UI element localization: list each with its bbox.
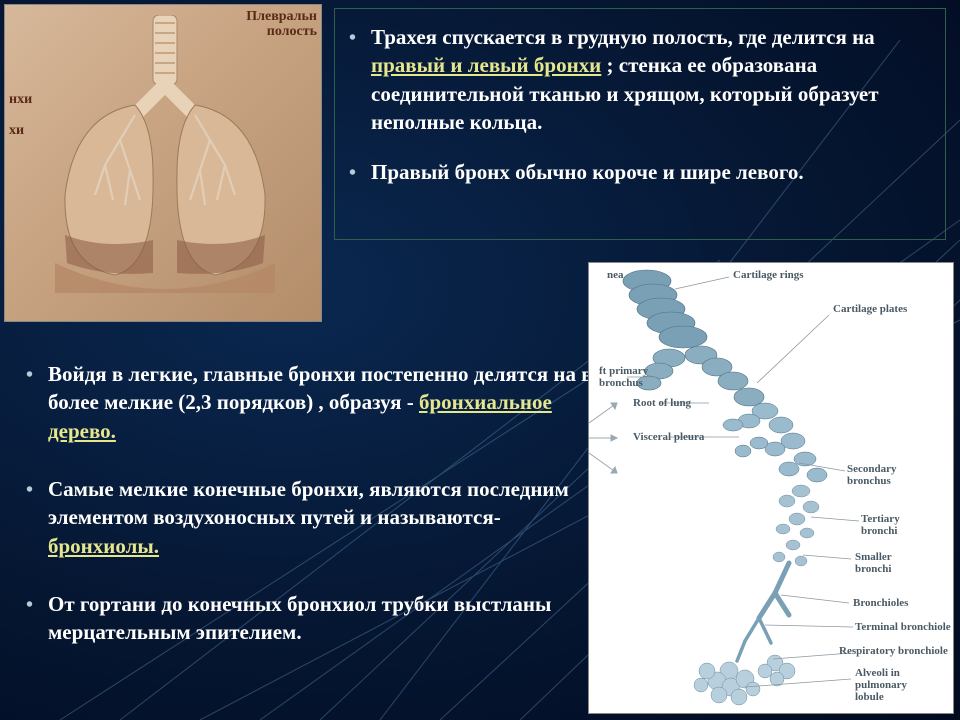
terminal-bronchiole-label: Terminal bronchiole <box>855 621 951 633</box>
bronchioles-text-pre: Самые мелкие конечные бронхи, являются п… <box>48 477 569 529</box>
epithelium-text: От гортани до конечных бронхиол трубки в… <box>48 592 551 644</box>
bronchi-side-label-1: нхи <box>9 85 32 116</box>
trachea-text-highlight: правый и левый бронхи <box>371 53 601 77</box>
bronchial-tree-paragraph: Войдя в легкие, главные бронхи постепенн… <box>48 360 612 445</box>
trachea-paragraph: Трахея спускается в грудную полость, где… <box>371 23 927 136</box>
bronchial-tree-diagram: nea Cartilage rings Cartilage plates ft … <box>588 262 954 714</box>
secondary-bronchus-label: Secondary bronchus <box>847 463 897 487</box>
trachea-description-block: Трахея спускается в грудную полость, где… <box>334 8 946 240</box>
trachea-label: nea <box>607 269 624 281</box>
smaller-bronchi-label: Smaller bronchi <box>855 551 892 575</box>
epithelium-paragraph: От гортани до конечных бронхиол трубки в… <box>48 590 612 647</box>
bronchioles-paragraph: Самые мелкие конечные бронхи, являются п… <box>48 475 612 560</box>
alveoli-label: Alveoli in pulmonary lobule <box>855 667 907 703</box>
right-bronchus-paragraph: Правый бронх обычно короче и шире левого… <box>371 158 927 186</box>
bronchioles-label: Bronchioles <box>853 597 908 609</box>
bronchial-tree-description-block: Войдя в легкие, главные бронхи постепенн… <box>12 360 612 677</box>
bronchioles-text-highlight: бронхиолы. <box>48 534 159 558</box>
lung-thorax-image: Плевральн полость нхи хи <box>4 4 322 322</box>
cartilage-plates-label: Cartilage plates <box>833 303 907 315</box>
primary-bronchus-label: ft primary bronchus <box>599 365 648 389</box>
right-bronchus-text: Правый бронх обычно короче и шире левого… <box>371 160 804 184</box>
visceral-pleura-label: Visceral pleura <box>633 431 704 443</box>
respiratory-bronchiole-label: Respiratory bronchiole <box>839 645 948 657</box>
trachea-text-pre: Трахея спускается в грудную полость, где… <box>371 25 875 49</box>
cartilage-rings-label: Cartilage rings <box>733 269 804 281</box>
tertiary-bronchi-label: Tertiary bronchi <box>861 513 900 537</box>
bronchi-side-label-2: хи <box>9 116 32 147</box>
root-of-lung-label: Root of lung <box>633 397 691 409</box>
lung-illustration-svg <box>35 15 295 295</box>
